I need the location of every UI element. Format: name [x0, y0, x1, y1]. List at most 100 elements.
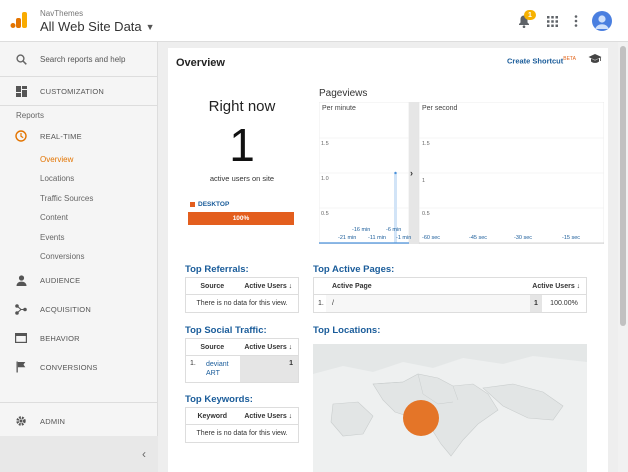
row-users: 1: [240, 356, 298, 382]
per-second-label: Per second: [422, 105, 458, 112]
sidebar-item-events[interactable]: Events: [40, 233, 65, 242]
top-social-table: Source Active Users ↓ 1. deviant ART 1: [185, 338, 299, 383]
legend-swatch: [190, 202, 195, 207]
table-header: Source Active Users ↓: [186, 339, 298, 356]
create-shortcut-link[interactable]: Create ShortcutBETA: [507, 56, 576, 66]
top-keywords-table: Keyword Active Users ↓ There is no data …: [185, 407, 299, 443]
device-category-label: DESKTOP: [198, 201, 230, 208]
column-header-active-page[interactable]: Active Page: [332, 282, 372, 290]
x-tick-label: -60 sec: [422, 235, 440, 241]
right-now-title: Right now: [208, 98, 276, 115]
acquisition-icon: [14, 302, 28, 316]
sidebar-item-acquisition[interactable]: ACQUISITION: [0, 301, 158, 317]
sidebar-item-customization[interactable]: CUSTOMIZATION: [0, 83, 158, 99]
sidebar-item-overview[interactable]: Overview: [40, 155, 74, 164]
column-header-source[interactable]: Source: [200, 282, 225, 290]
search-input[interactable]: Search reports and help: [40, 54, 126, 64]
locations-map[interactable]: [313, 344, 587, 472]
x-tick-label: -1 min: [396, 235, 411, 241]
search-icon: [14, 52, 28, 66]
chevron-left-icon: ‹: [142, 447, 146, 461]
reports-heading: Reports: [16, 111, 45, 120]
column-header-active-users[interactable]: Active Users ↓: [244, 343, 293, 351]
clock-icon: [14, 129, 28, 143]
row-page-link[interactable]: /: [326, 295, 530, 312]
row-source-link[interactable]: deviant ART: [206, 361, 229, 377]
gear-icon: [14, 414, 28, 428]
property-selector[interactable]: All Web Site Data ▼: [40, 19, 155, 34]
sidebar-item-realtime[interactable]: REAL-TIME: [0, 128, 158, 144]
y-tick-label: 0.5: [321, 211, 329, 217]
x-tick-label: -30 sec: [514, 235, 532, 241]
y-tick-label: 1.5: [422, 141, 430, 147]
sidebar: Search reports and help CUSTOMIZATION Re…: [0, 42, 158, 472]
divider: [0, 402, 158, 403]
divider: [0, 105, 158, 106]
account-avatar-icon[interactable]: [592, 11, 612, 31]
overview-panel: Overview Create ShortcutBETA Right now 1…: [168, 48, 608, 472]
analytics-logo-icon[interactable]: [10, 11, 28, 29]
pageview-point[interactable]: [394, 171, 397, 175]
y-tick-label: 1: [422, 178, 425, 184]
sidebar-item-audience[interactable]: AUDIENCE: [0, 272, 158, 288]
x-tick-label: -15 sec: [562, 235, 580, 241]
location-bubble[interactable]: [403, 400, 439, 436]
sidebar-item-traffic-sources[interactable]: Traffic Sources: [40, 194, 94, 203]
person-icon: [14, 273, 28, 287]
y-tick-label: 1.0: [321, 176, 329, 182]
sidebar-item-admin[interactable]: ADMIN: [0, 413, 158, 429]
chart-splitter[interactable]: [409, 102, 419, 244]
active-users-count: 1: [229, 119, 255, 171]
device-share-bar[interactable]: 100%: [188, 212, 294, 225]
collapse-sidebar-button[interactable]: ‹: [0, 436, 158, 472]
sidebar-item-behavior[interactable]: BEHAVIOR: [0, 330, 158, 346]
pageviews-title: Pageviews: [319, 88, 368, 99]
chevron-right-icon[interactable]: ›: [410, 168, 413, 178]
empty-state: There is no data for this view.: [196, 430, 288, 437]
pageview-bar[interactable]: [394, 173, 397, 243]
row-rank: 1.: [190, 360, 196, 367]
graduation-cap-icon[interactable]: [588, 53, 602, 65]
apps-grid-icon[interactable]: [544, 13, 560, 29]
dashboard-icon: [14, 84, 28, 98]
beta-badge: BETA: [563, 56, 576, 62]
property-name: All Web Site Data: [40, 19, 142, 34]
column-header-active-users[interactable]: Active Users ↓: [244, 282, 293, 290]
x-tick-label: -6 min: [386, 227, 401, 233]
x-tick-label: -21 min: [338, 235, 356, 241]
top-locations-title: Top Locations:: [313, 325, 381, 336]
row-percent: 100.00%: [550, 300, 578, 307]
divider: [0, 76, 158, 77]
account-name: NavThemes: [40, 9, 84, 18]
row-rank: 1.: [318, 300, 324, 307]
top-active-pages-title: Top Active Pages:: [313, 264, 395, 275]
per-minute-label: Per minute: [322, 105, 356, 112]
y-tick-label: 1.5: [321, 141, 329, 147]
pageviews-chart[interactable]: Per minute Per second 1.5 1.0 0.5 1.5 1 …: [319, 102, 604, 244]
column-header-active-users[interactable]: Active Users ↓: [244, 412, 293, 420]
row-users: 1: [530, 295, 542, 312]
sidebar-item-content[interactable]: Content: [40, 213, 69, 222]
device-legend: DESKTOP: [190, 201, 229, 208]
column-header-active-users[interactable]: Active Users ↓: [532, 282, 581, 290]
table-row[interactable]: 1. deviant ART 1: [186, 356, 298, 382]
top-app-bar: NavThemes All Web Site Data ▼ 1: [0, 0, 628, 42]
column-header-keyword[interactable]: Keyword: [197, 412, 228, 420]
sidebar-item-conversions-realtime[interactable]: Conversions: [40, 252, 85, 261]
top-keywords-title: Top Keywords:: [185, 394, 253, 405]
notification-badge: 1: [524, 10, 536, 20]
sidebar-item-locations[interactable]: Locations: [40, 174, 75, 183]
x-tick-label: -16 min: [352, 227, 370, 233]
table-row[interactable]: 1. / 1 100.00%: [314, 295, 586, 312]
scrollbar-thumb[interactable]: [620, 46, 626, 326]
page-title: Overview: [176, 57, 225, 69]
sidebar-item-conversions[interactable]: CONVERSIONS: [0, 359, 158, 375]
column-header-source[interactable]: Source: [200, 343, 225, 351]
top-active-pages-table: Active Page Active Users ↓ 1. / 1 100.00…: [313, 277, 587, 313]
search-reports[interactable]: Search reports and help: [0, 50, 158, 68]
y-tick-label: 0.5: [422, 211, 430, 217]
more-vert-icon[interactable]: [568, 13, 584, 29]
table-header: Source Active Users ↓: [186, 278, 298, 295]
top-referrals-title: Top Referrals:: [185, 264, 249, 275]
x-tick-label: -45 sec: [469, 235, 487, 241]
